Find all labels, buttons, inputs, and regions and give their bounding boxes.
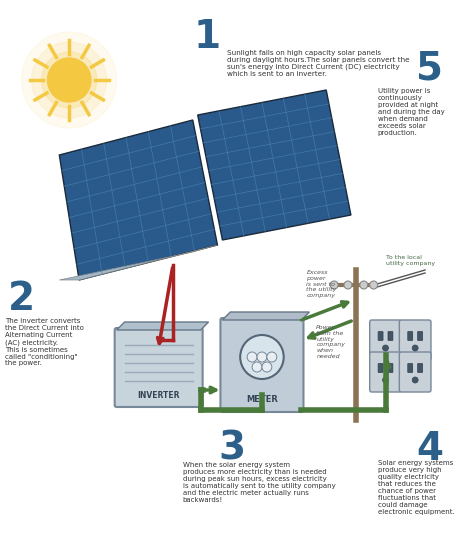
Text: 5: 5 — [417, 50, 444, 88]
Text: Sunlight falls on high capacity solar panels
during daylight hours.The solar pan: Sunlight falls on high capacity solar pa… — [228, 50, 410, 78]
Text: Power
from the
utility
company
when
needed: Power from the utility company when need… — [316, 325, 346, 359]
FancyBboxPatch shape — [388, 364, 393, 372]
Circle shape — [383, 377, 389, 383]
FancyBboxPatch shape — [408, 364, 413, 372]
Text: 3: 3 — [219, 430, 246, 468]
FancyBboxPatch shape — [388, 331, 393, 341]
Polygon shape — [59, 120, 218, 280]
Circle shape — [247, 352, 257, 362]
Polygon shape — [117, 322, 209, 330]
Text: INVERTER: INVERTER — [137, 390, 180, 400]
Circle shape — [360, 281, 368, 289]
Circle shape — [42, 52, 97, 108]
Polygon shape — [59, 245, 218, 280]
Circle shape — [32, 42, 107, 118]
Text: To the local
utility company: To the local utility company — [385, 255, 435, 266]
Polygon shape — [222, 312, 310, 320]
Circle shape — [330, 281, 338, 289]
FancyBboxPatch shape — [370, 320, 401, 360]
Text: 2: 2 — [8, 280, 35, 318]
Circle shape — [252, 362, 262, 372]
FancyBboxPatch shape — [418, 331, 423, 341]
FancyBboxPatch shape — [115, 328, 203, 407]
FancyBboxPatch shape — [400, 320, 431, 360]
FancyBboxPatch shape — [400, 352, 431, 392]
Text: Solar energy systems
produce very high
quality electricity
that reduces the
chan: Solar energy systems produce very high q… — [378, 460, 455, 515]
Circle shape — [22, 32, 117, 128]
FancyBboxPatch shape — [220, 318, 303, 412]
FancyBboxPatch shape — [418, 364, 423, 372]
Circle shape — [412, 345, 418, 351]
Circle shape — [412, 377, 418, 383]
Circle shape — [370, 281, 378, 289]
Circle shape — [344, 281, 352, 289]
Circle shape — [240, 335, 284, 379]
Text: METER: METER — [246, 395, 278, 405]
FancyBboxPatch shape — [378, 364, 383, 372]
Circle shape — [267, 352, 277, 362]
Text: When the solar energy system
produces more electricity than is needed
during pea: When the solar energy system produces mo… — [183, 462, 336, 503]
Circle shape — [383, 345, 389, 351]
Circle shape — [257, 352, 267, 362]
FancyBboxPatch shape — [408, 331, 413, 341]
FancyBboxPatch shape — [370, 352, 401, 392]
FancyBboxPatch shape — [378, 331, 383, 341]
Text: Utility power is
continuously
provided at night
and during the day
when demand
e: Utility power is continuously provided a… — [378, 88, 444, 136]
Circle shape — [47, 58, 91, 102]
Text: Excess
power
is sent to
the utility
company: Excess power is sent to the utility comp… — [306, 270, 337, 298]
Text: 1: 1 — [194, 18, 221, 56]
Circle shape — [262, 362, 272, 372]
Text: 4: 4 — [417, 430, 444, 468]
Polygon shape — [198, 90, 351, 240]
Text: The inverter converts
the Direct Current into
Alternating Current
(AC) electrici: The inverter converts the Direct Current… — [5, 318, 84, 366]
